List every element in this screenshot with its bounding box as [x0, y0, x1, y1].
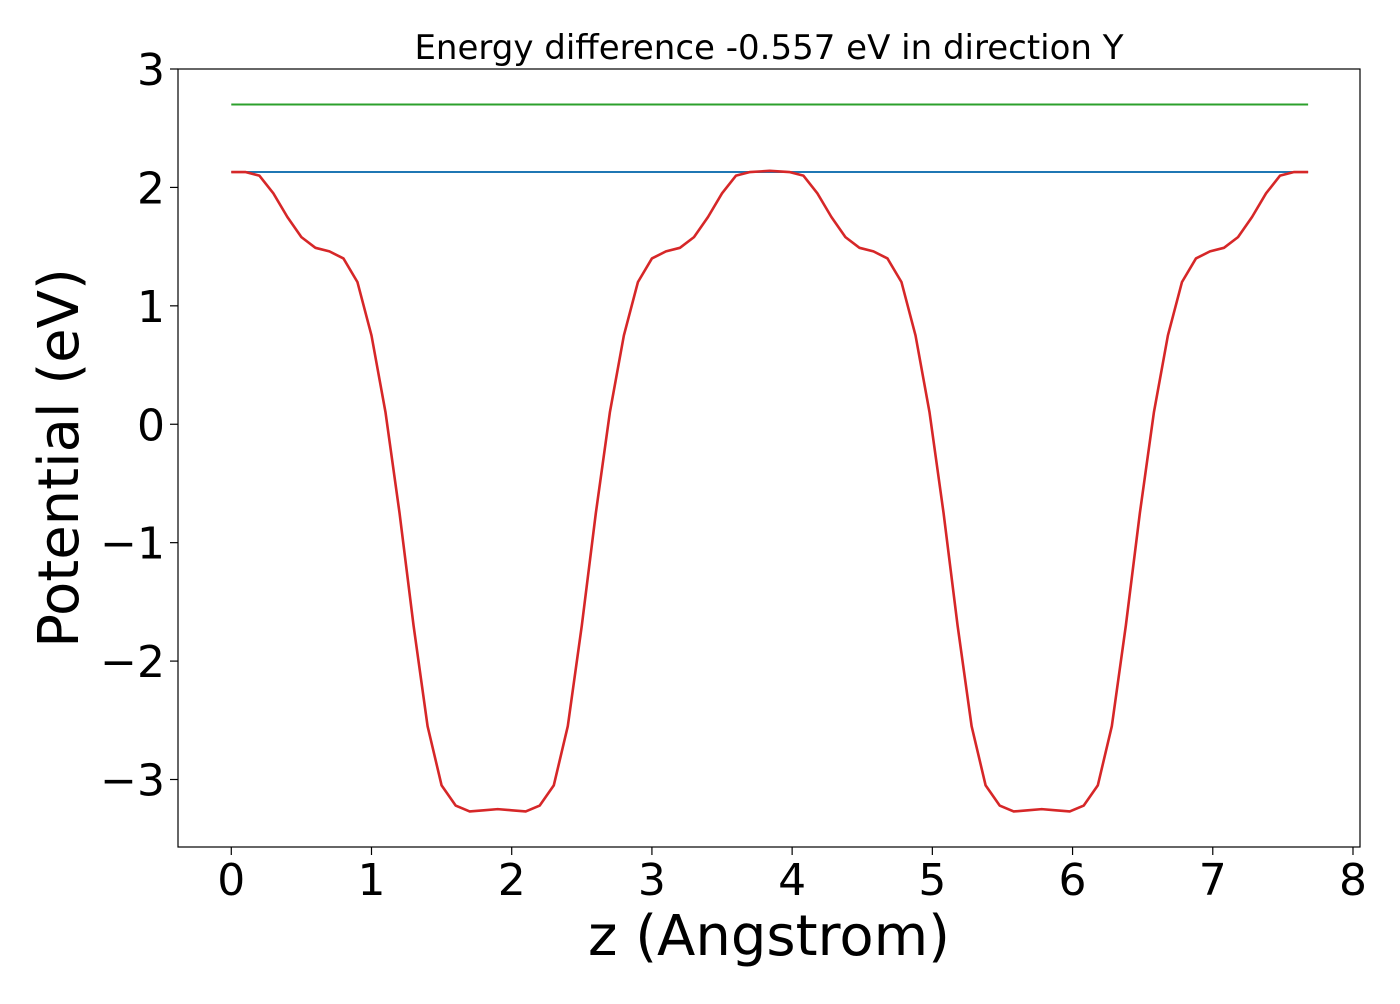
y-tick-label: 3 [137, 45, 165, 96]
x-tick-label: 7 [1199, 855, 1227, 906]
y-tick-label: −1 [100, 519, 165, 570]
x-axis: 0 1 2 3 4 5 6 7 8 [217, 847, 1367, 906]
x-tick-label: 3 [638, 855, 666, 906]
x-tick-label: 4 [778, 855, 806, 906]
y-tick-label: −2 [100, 637, 165, 688]
y-tick-label: 1 [137, 282, 165, 333]
y-tick-label: 2 [137, 163, 165, 214]
y-axis-label: Potential (eV) [27, 268, 92, 648]
x-axis-label: z (Angstrom) [588, 904, 950, 969]
chart-title: Energy difference -0.557 eV in direction… [414, 28, 1123, 68]
x-tick-label: 0 [217, 855, 245, 906]
y-tick-label: 0 [137, 400, 165, 451]
plot-frame [177, 68, 1361, 848]
y-axis: −3 −2 −1 0 1 2 3 [100, 45, 178, 807]
series-line-3 [231, 169, 1309, 813]
x-tick-label: 6 [1059, 855, 1087, 906]
series-layer [231, 103, 1309, 813]
x-tick-label: 2 [498, 855, 526, 906]
y-tick-label: −3 [100, 756, 165, 807]
x-tick-label: 8 [1339, 855, 1367, 906]
x-tick-label: 1 [357, 855, 385, 906]
x-tick-label: 5 [918, 855, 946, 906]
